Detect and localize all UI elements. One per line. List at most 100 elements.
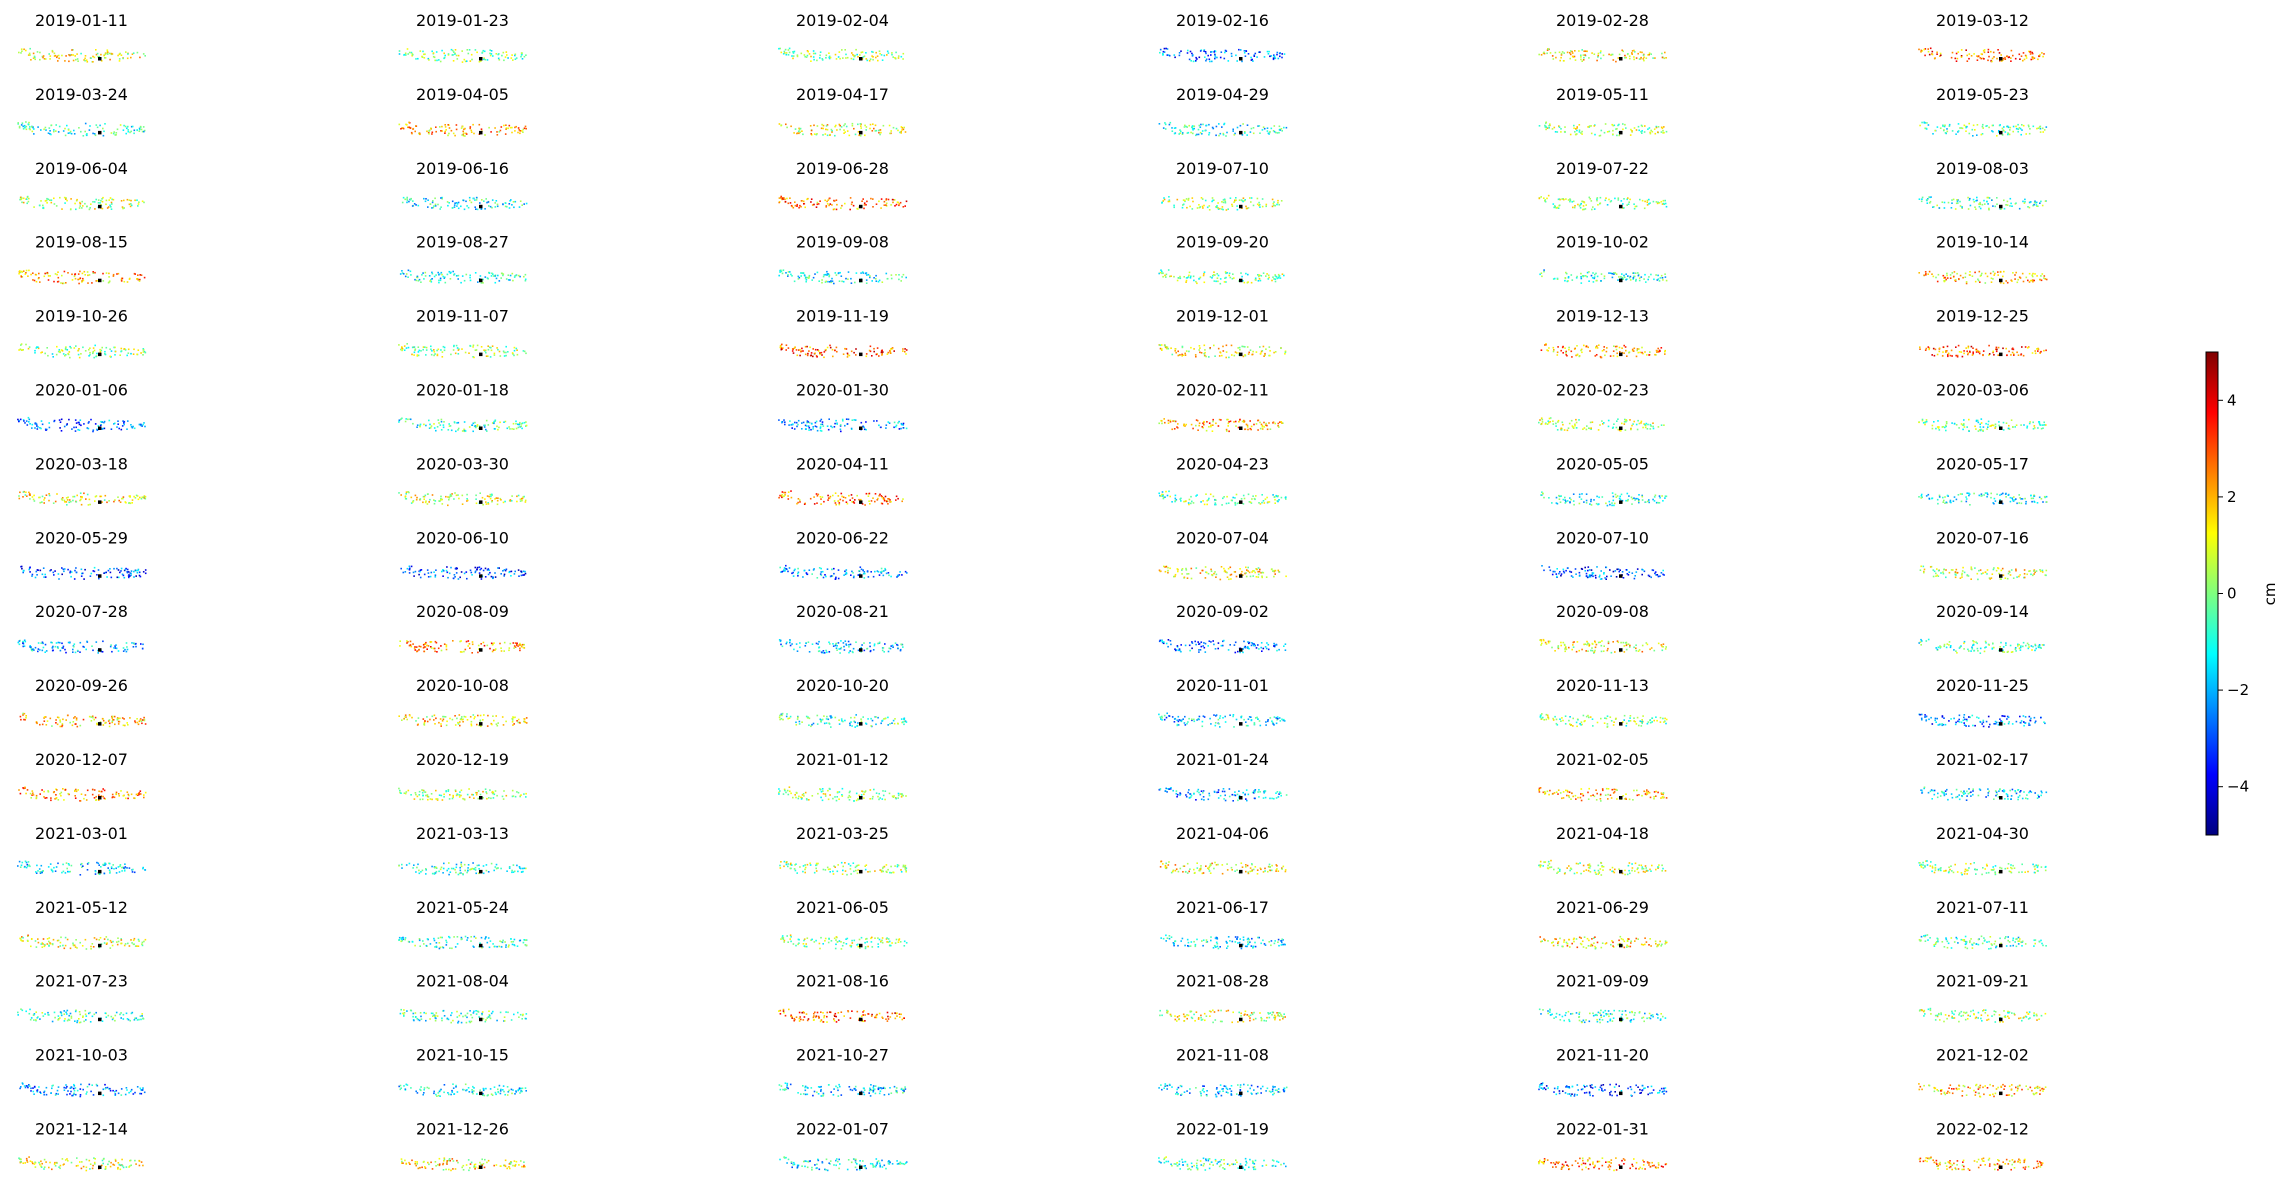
displacement-point: [1208, 426, 1210, 428]
displacement-point: [1165, 276, 1167, 278]
displacement-point: [454, 53, 456, 55]
reference-point: [1239, 278, 1243, 283]
displacement-point: [454, 134, 456, 137]
displacement-point: [30, 59, 32, 61]
displacement-point: [1565, 198, 1567, 200]
displacement-point: [61, 54, 63, 57]
displacement-point: [885, 272, 888, 275]
displacement-point: [1595, 279, 1598, 282]
displacement-point: [84, 59, 86, 62]
displacement-point: [1628, 495, 1630, 497]
displacement-point: [819, 54, 821, 57]
displacement-point: [2012, 348, 2015, 351]
displacement-point: [433, 427, 436, 429]
displacement-point: [493, 428, 496, 430]
displacement-point: [498, 131, 501, 133]
displacement-point: [1657, 274, 1659, 277]
displacement-point: [851, 419, 854, 421]
displacement-point: [1547, 349, 1549, 352]
displacement-point: [846, 130, 849, 132]
displacement-point: [1249, 131, 1252, 133]
displacement-point: [483, 50, 486, 53]
displacement-point: [143, 130, 145, 133]
displacement-point: [85, 59, 88, 61]
displacement-point: [790, 204, 793, 207]
displacement-point: [89, 503, 91, 506]
displacement-point: [1561, 421, 1564, 424]
displacement-point: [1659, 350, 1661, 352]
displacement-point: [1602, 423, 1604, 425]
displacement-point: [493, 354, 496, 356]
displacement-point: [865, 52, 867, 54]
displacement-point: [1598, 135, 1601, 137]
displacement-point: [457, 494, 459, 496]
displacement-point: [1268, 50, 1270, 53]
displacement-point: [66, 199, 68, 202]
displacement-point: [441, 356, 444, 358]
displacement-point: [845, 53, 847, 56]
displacement-point: [794, 201, 796, 203]
displacement-point: [847, 271, 850, 273]
displacement-point: [480, 60, 482, 62]
displacement-point: [840, 207, 842, 209]
displacement-point: [463, 430, 466, 433]
displacement-point: [1580, 277, 1583, 280]
displacement-point: [2015, 125, 2017, 128]
displacement-point: [802, 350, 804, 352]
displacement-point: [847, 278, 849, 280]
displacement-point: [44, 200, 47, 202]
displacement-point: [68, 60, 70, 63]
displacement-point: [1648, 499, 1650, 501]
displacement-point: [1159, 494, 1161, 497]
displacement-point: [1225, 344, 1228, 347]
displacement-point: [870, 197, 872, 200]
displacement-point: [1606, 347, 1608, 349]
displacement-point: [1165, 490, 1167, 493]
displacement-point: [1662, 279, 1664, 281]
displacement-point: [1214, 57, 1216, 60]
displacement-point: [2043, 129, 2046, 131]
displacement-point: [1556, 429, 1559, 431]
displacement-point: [784, 423, 786, 426]
displacement-point: [401, 417, 403, 420]
displacement-point: [1572, 206, 1574, 209]
displacement-point: [1555, 207, 1558, 209]
displacement-point: [1212, 199, 1214, 202]
displacement-point: [2034, 350, 2036, 352]
displacement-point: [22, 201, 25, 204]
displacement-point: [499, 497, 502, 500]
displacement-point: [104, 53, 107, 55]
displacement-point: [1581, 275, 1584, 277]
displacement-point: [1945, 422, 1948, 425]
displacement-point: [468, 426, 471, 428]
displacement-point: [793, 50, 796, 53]
displacement-point: [1982, 429, 1984, 432]
displacement-point: [1552, 346, 1555, 349]
displacement-point: [97, 199, 100, 201]
displacement-point: [857, 208, 859, 210]
displacement-point: [44, 576, 47, 578]
displacement-point: [1574, 423, 1576, 426]
displacement-point: [28, 52, 31, 55]
displacement-point: [1629, 419, 1631, 421]
displacement-point: [872, 51, 874, 53]
displacement-point: [863, 428, 866, 431]
displacement-point: [1936, 126, 1939, 128]
displacement-point: [902, 424, 904, 426]
displacement-point: [58, 57, 60, 60]
displacement-point: [47, 132, 50, 134]
displacement-point: [1960, 351, 1963, 353]
displacement-point: [475, 196, 478, 199]
displacement-point: [1568, 346, 1570, 349]
displacement-point: [517, 494, 520, 497]
displacement-point: [1656, 351, 1658, 353]
displacement-point: [1211, 51, 1213, 53]
displacement-point: [1979, 207, 1982, 210]
displacement-point: [851, 122, 854, 125]
displacement-point: [812, 348, 814, 350]
displacement-point: [1980, 495, 1983, 497]
displacement-point: [785, 272, 787, 274]
displacement-point: [807, 197, 809, 200]
displacement-point: [822, 124, 825, 127]
displacement-point: [442, 424, 445, 426]
